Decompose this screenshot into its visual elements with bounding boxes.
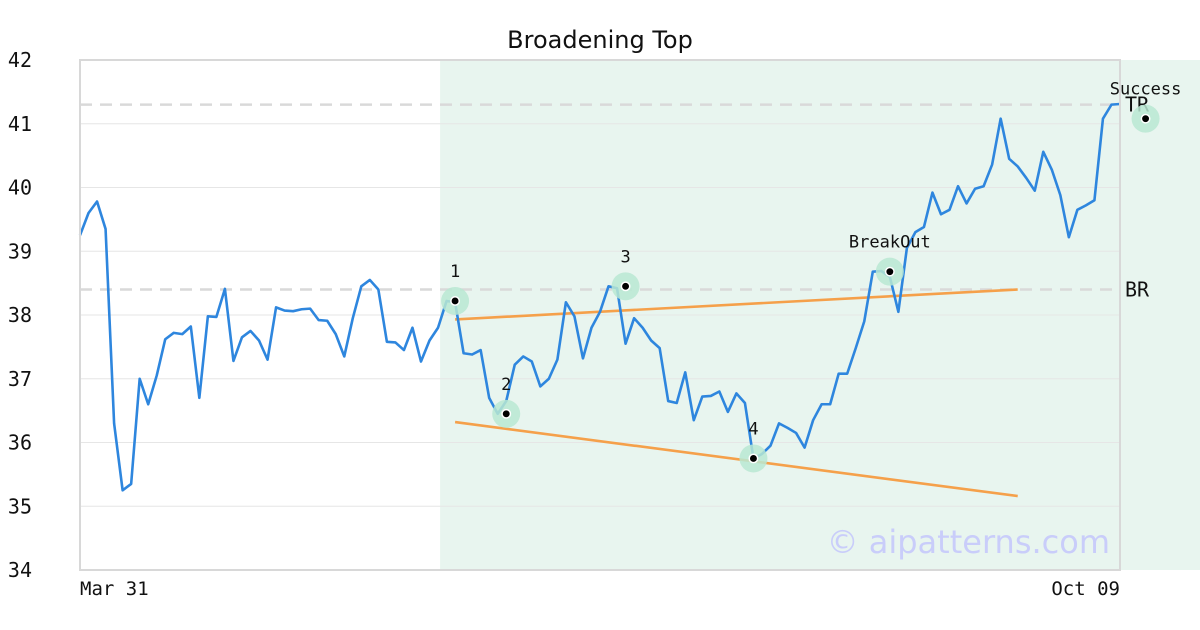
y-tick-label: 42	[8, 48, 32, 72]
trendlines	[454, 288, 1018, 498]
pattern-point	[501, 408, 512, 419]
y-tick-label: 39	[8, 239, 32, 263]
level-label: BR	[1125, 278, 1150, 302]
pattern-point-label: Success	[1110, 80, 1182, 100]
y-axis-ticks: 42 41 40 39 38 37 36 35 34	[8, 48, 32, 582]
y-tick-label: 34	[8, 558, 32, 582]
plot-frame	[79, 59, 1121, 571]
y-tick-label: 40	[8, 176, 32, 200]
pattern-point	[884, 266, 895, 277]
pattern-points: 1 2 3 4 BreakOut Success	[441, 80, 1181, 473]
pattern-point-label: 3	[620, 247, 630, 267]
trendline	[454, 420, 1018, 498]
grid	[80, 123, 1120, 507]
y-tick-label: 38	[8, 303, 32, 327]
price-line	[78, 102, 1121, 492]
y-tick-label: 35	[8, 494, 32, 518]
pattern-point-label: 4	[748, 419, 758, 439]
chart-title: Broadening Top	[507, 26, 693, 54]
watermark: © aipatterns.com	[827, 523, 1110, 561]
y-tick-label: 41	[8, 112, 32, 136]
y-tick-label: 37	[8, 367, 32, 391]
pattern-point	[1140, 113, 1151, 124]
pattern-point-label: 2	[501, 375, 511, 395]
x-tick-end: Oct 09	[1051, 578, 1120, 600]
pattern-point	[450, 296, 461, 306]
x-tick-start: Mar 31	[80, 578, 149, 600]
trendline	[455, 288, 1018, 321]
pattern-point	[620, 281, 631, 292]
y-tick-label: 36	[8, 431, 32, 455]
pattern-point-label: 1	[450, 262, 460, 282]
pattern-point-label: BreakOut	[849, 233, 931, 253]
pattern-point	[748, 453, 759, 464]
